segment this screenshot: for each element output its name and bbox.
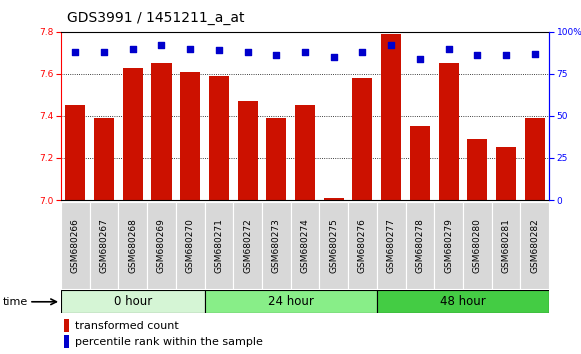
Point [300,49,310,55]
Bar [233,202,262,289]
Point [99,49,109,55]
Bar [463,202,492,289]
Bar [89,202,119,289]
Text: 48 hour: 48 hour [440,295,486,308]
Bar [295,105,315,200]
Text: GSM680277: GSM680277 [386,218,396,273]
Point [214,47,224,53]
Point [157,42,166,48]
Bar [152,63,171,200]
Point [358,49,367,55]
Text: GSM680270: GSM680270 [186,218,195,273]
Text: GSM680268: GSM680268 [128,218,137,273]
Bar [492,202,521,289]
Point [530,51,539,57]
Text: GSM680272: GSM680272 [243,218,252,273]
Point [329,54,338,60]
Bar [64,319,69,332]
Text: 0 hour: 0 hour [114,295,152,308]
Text: GSM680275: GSM680275 [329,218,338,273]
Text: GSM680271: GSM680271 [214,218,224,273]
Text: GSM680282: GSM680282 [530,218,539,273]
Text: percentile rank within the sample: percentile rank within the sample [75,337,263,347]
Bar [348,202,377,289]
Bar [353,78,372,200]
Text: GSM680267: GSM680267 [99,218,109,273]
Bar [266,118,286,200]
Point [386,42,396,48]
Bar [119,202,147,289]
Text: GDS3991 / 1451211_a_at: GDS3991 / 1451211_a_at [67,11,245,25]
Point [472,53,482,58]
Bar [147,202,176,289]
Bar [377,290,549,313]
Point [444,46,453,52]
Bar [521,202,549,289]
Text: GSM680278: GSM680278 [415,218,424,273]
Bar [377,202,406,289]
Point [501,53,511,58]
Bar [238,101,257,200]
Text: GSM680276: GSM680276 [358,218,367,273]
Bar [496,148,516,200]
Point [272,53,281,58]
Bar [209,76,229,200]
Text: 24 hour: 24 hour [268,295,314,308]
Bar [324,198,344,200]
Bar [123,68,143,200]
Bar [64,335,69,348]
Point [185,46,195,52]
Text: transformed count: transformed count [75,321,178,331]
Text: GSM680280: GSM680280 [473,218,482,273]
Bar [262,202,290,289]
Point [243,49,252,55]
Bar [381,34,401,200]
Bar [467,139,487,200]
Text: GSM680273: GSM680273 [272,218,281,273]
Bar [434,202,463,289]
Bar [525,118,545,200]
Text: GSM680281: GSM680281 [501,218,511,273]
Bar [439,63,458,200]
Text: GSM680279: GSM680279 [444,218,453,273]
Bar [61,202,89,289]
Point [128,46,138,52]
Bar [94,118,114,200]
Bar [176,202,205,289]
Point [71,49,80,55]
Bar [205,202,233,289]
Bar [410,126,430,200]
Text: time: time [3,297,28,307]
Text: GSM680269: GSM680269 [157,218,166,273]
Bar [180,72,200,200]
Bar [65,105,85,200]
Bar [290,202,320,289]
Bar [406,202,434,289]
Point [415,56,425,62]
Bar [205,290,377,313]
Text: GSM680266: GSM680266 [71,218,80,273]
Bar [61,290,205,313]
Bar [320,202,348,289]
Text: GSM680274: GSM680274 [300,218,310,273]
